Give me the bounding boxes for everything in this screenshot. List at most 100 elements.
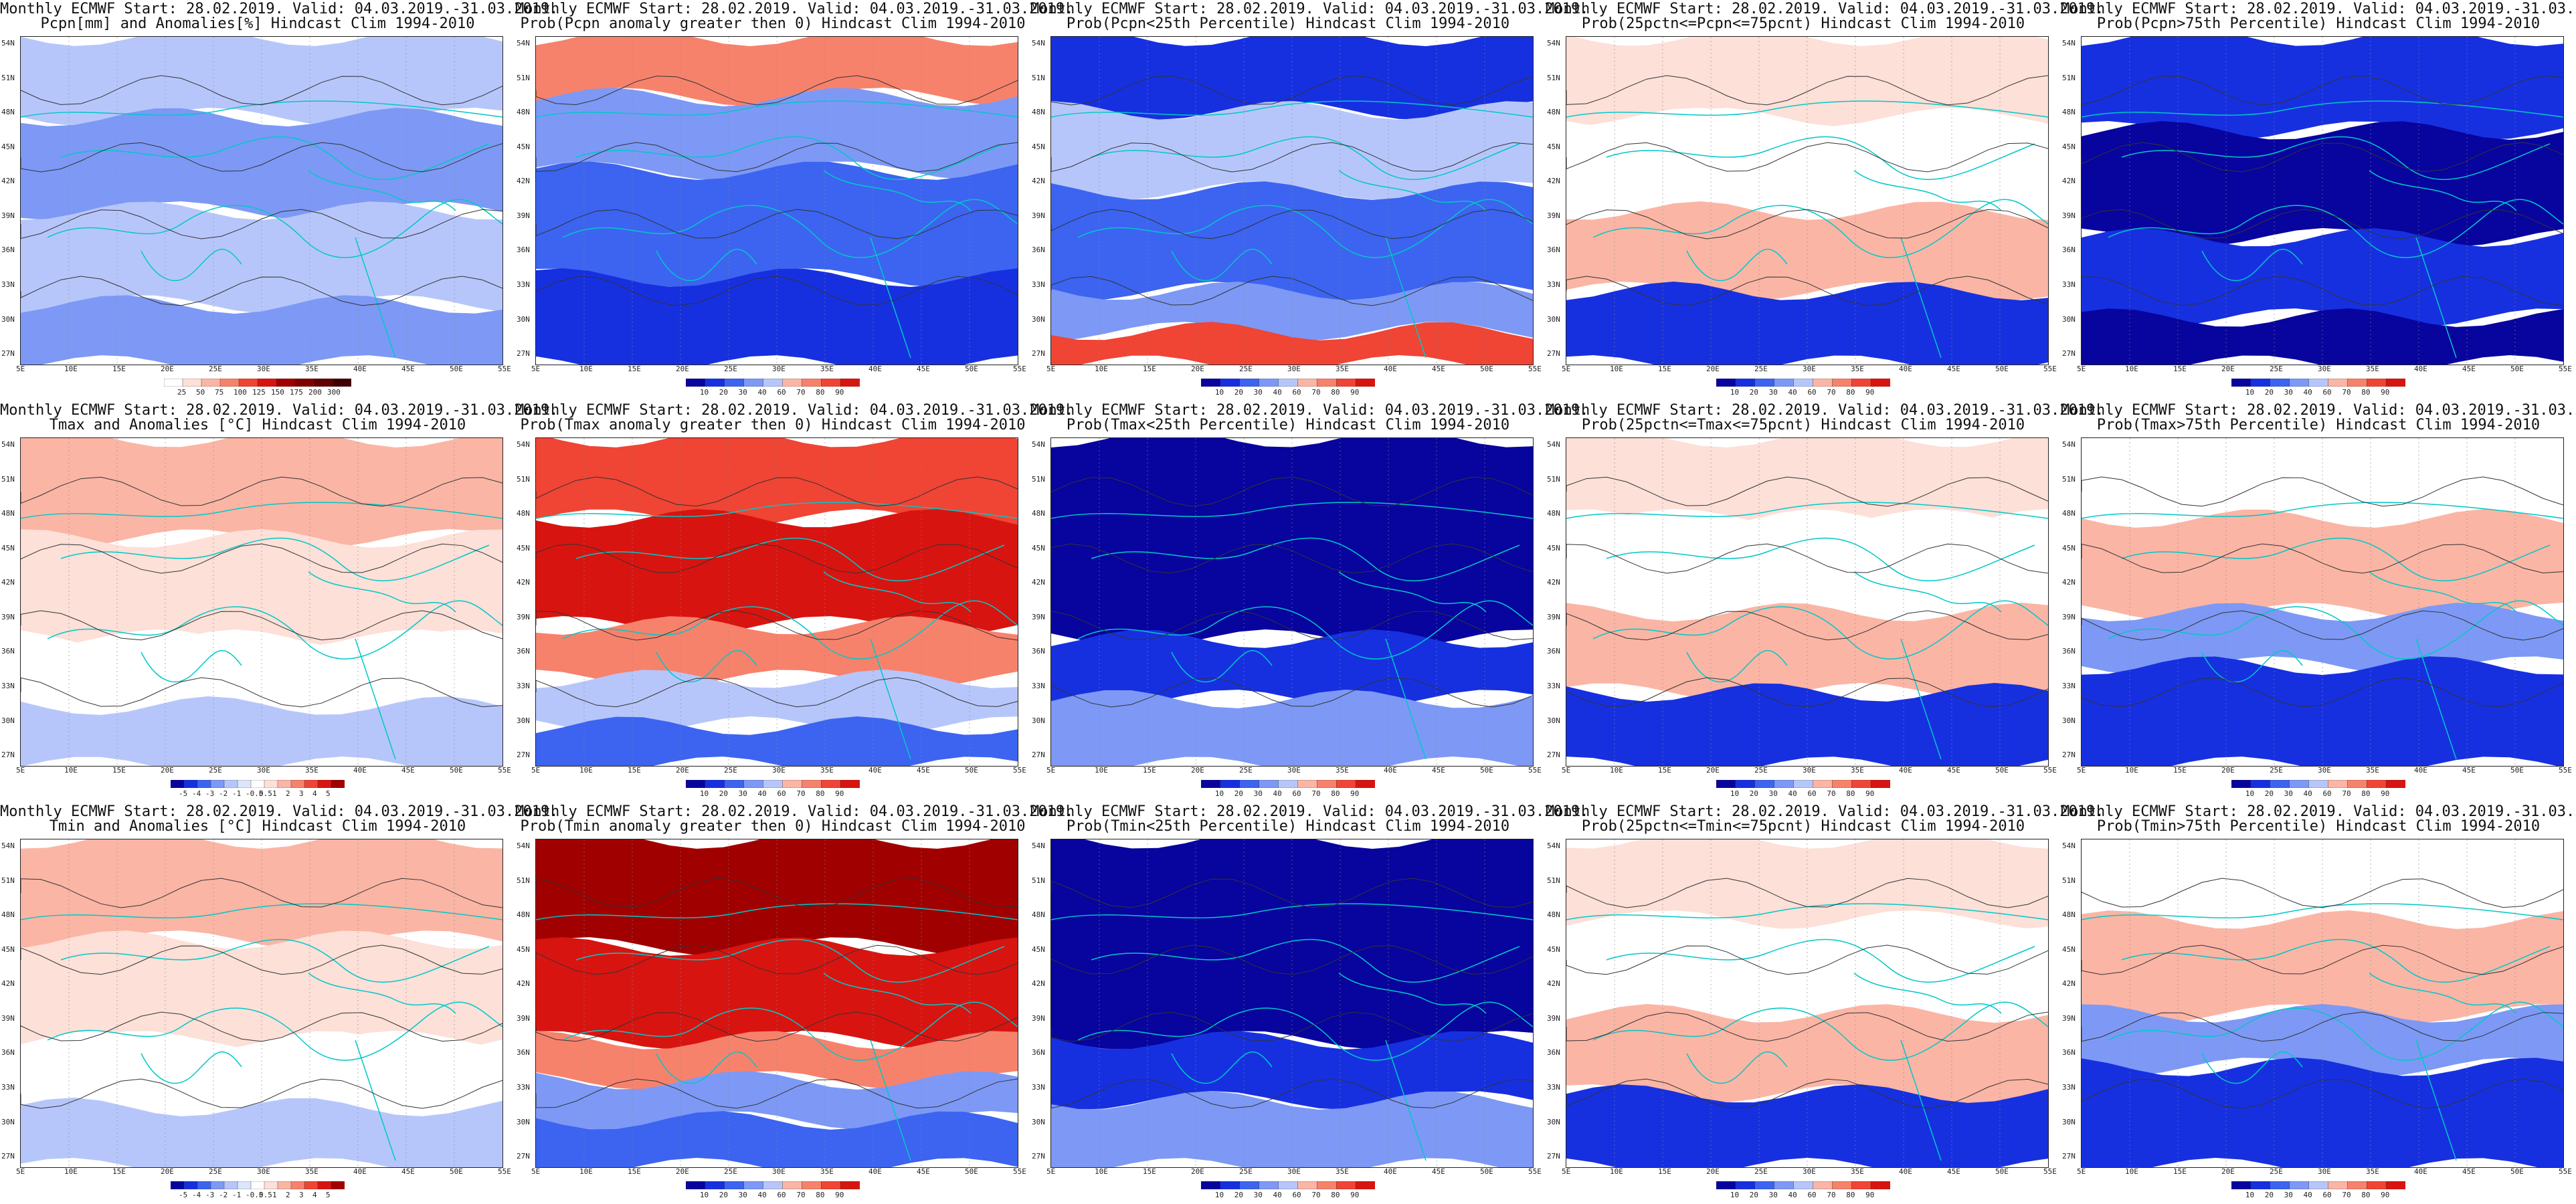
lon-tick-label: 40E [1384,1167,1397,1176]
shaded-region [2082,509,2563,621]
lon-tick-label: 35E [305,365,318,373]
colorbar-swatch [2367,780,2387,788]
coastline [2108,199,2563,258]
lon-tick-label: 25E [1239,766,1253,775]
shaded-region [21,839,502,949]
colorbar-swatch [2270,379,2290,387]
shaded-region [2082,1004,2563,1076]
lon-tick-label: 25E [1754,1167,1768,1176]
colorbar-swatch [705,780,725,788]
colorbar-swatch [1793,379,1814,387]
colorbar-swatch [1832,379,1852,387]
colorbar-swatch [1793,780,1814,788]
lon-tick-label: 15E [112,365,126,373]
coastline [1051,502,1533,519]
lon-tick-label: 15E [112,766,126,775]
lat-tick-label: 27N [1547,1152,1560,1161]
lat-tick-label: 39N [1,612,15,621]
colorbar-swatch [1259,1181,1279,1189]
coastline [1853,170,2002,211]
shaded-region [1566,201,2048,300]
contour-line [21,476,502,507]
lon-tick-label: 10E [64,365,78,373]
colorbar-swatch [782,379,803,387]
colorbar [1716,379,1890,387]
lat-tick-label: 54N [2062,841,2076,850]
colorbar-swatch [290,1181,305,1189]
colorbar-label: 10 [2245,1191,2255,1199]
lon-tick-label: 35E [2366,365,2379,373]
forecast-panel: Monthly ECMWF Start: 28.02.2019. Valid: … [1030,803,1588,1204]
lon-tick-label: 25E [1754,365,1768,373]
colorbar-label: -5 [179,1191,188,1199]
contour-line [536,878,1018,908]
lat-tick-label: 42N [517,979,530,989]
colorbar-swatch [201,379,221,387]
lat-tick-label: 45N [1547,944,1560,954]
lon-tick-label: 50E [965,1167,978,1176]
map-svg [1051,438,1533,766]
panel-title-line1: Monthly ECMWF Start: 28.02.2019. Valid: … [515,803,1074,820]
colorbar-swatch [1716,1181,1736,1189]
colorbar-swatch [724,379,745,387]
colorbar-label: 90 [835,1191,844,1199]
panel-title-line2: Prob(25pctn<=Tmax<=75pcnt) Hindcast Clim… [1581,417,2025,433]
lat-tick-label: 27N [1032,1152,1045,1161]
colorbar-label: 175 [290,388,303,397]
lon-tick-label: 50E [1480,766,1493,775]
colorbar-label: 25 [177,388,187,397]
coastline [2201,1051,2303,1084]
coastline [1592,199,2048,258]
lon-tick-label: 45E [401,1167,415,1176]
colorbar-label: 20 [2264,789,2274,798]
colorbar-label: 80 [816,1191,825,1199]
contour-line [1566,476,2048,507]
colorbar-swatch [164,379,183,387]
lon-tick-label: 20E [676,766,689,775]
lon-tick-label: 45E [917,365,930,373]
lat-tick-label: 33N [1032,682,1045,691]
lat-tick-label: 54N [2062,39,2076,47]
colorbar-swatch [1716,780,1736,788]
coastline [1385,1039,1427,1161]
coastline [2108,600,2563,660]
shaded-region [536,716,1018,766]
colorbar-label: 90 [1865,789,1875,798]
coastline [536,903,1018,920]
lon-tick-label: 35E [2366,1167,2379,1176]
coastline [141,249,242,282]
colorbar-swatch [2231,379,2251,387]
map-svg [1051,839,1533,1167]
colorbar-swatch [763,1181,784,1189]
colorbar-label: 40 [1273,1191,1282,1199]
colorbar-label: 40 [757,789,767,798]
lat-tick-label: 36N [2062,647,2076,656]
colorbar-label: 0.5 [259,789,272,798]
lon-tick-label: 5E [531,1167,541,1176]
lon-tick-label: 35E [2366,766,2379,775]
coastline [60,136,490,181]
lat-tick-label: 45N [517,142,530,151]
shaded-region [536,1031,1018,1090]
contour-line [1566,610,2048,641]
lat-tick-label: 36N [517,647,530,656]
colorbar-swatch [1239,1181,1260,1189]
colorbar-swatch [313,379,333,387]
colorbar-label: 80 [1846,789,1855,798]
coastline [2108,1001,2563,1061]
colorbar [1201,379,1375,387]
contour-line [1051,677,1533,708]
colorbar-label: 90 [835,388,844,397]
lon-tick-label: 5E [16,1167,25,1176]
map-area [535,437,1018,767]
forecast-panel: Monthly ECMWF Start: 28.02.2019. Valid: … [1546,803,2104,1204]
lon-tick-label: 15E [1143,1167,1156,1176]
colorbar-label: -0.5 [246,1191,264,1199]
panel-title-line2: Prob(Tmin<25th Percentile) Hindcast Clim… [1066,818,1510,835]
map-area [535,36,1018,365]
colorbar-swatch [2231,1181,2251,1189]
map-area [1050,839,1534,1168]
lon-tick-label: 15E [1143,766,1156,775]
lat-tick-label: 27N [1547,349,1560,359]
shaded-region [1051,322,1533,365]
